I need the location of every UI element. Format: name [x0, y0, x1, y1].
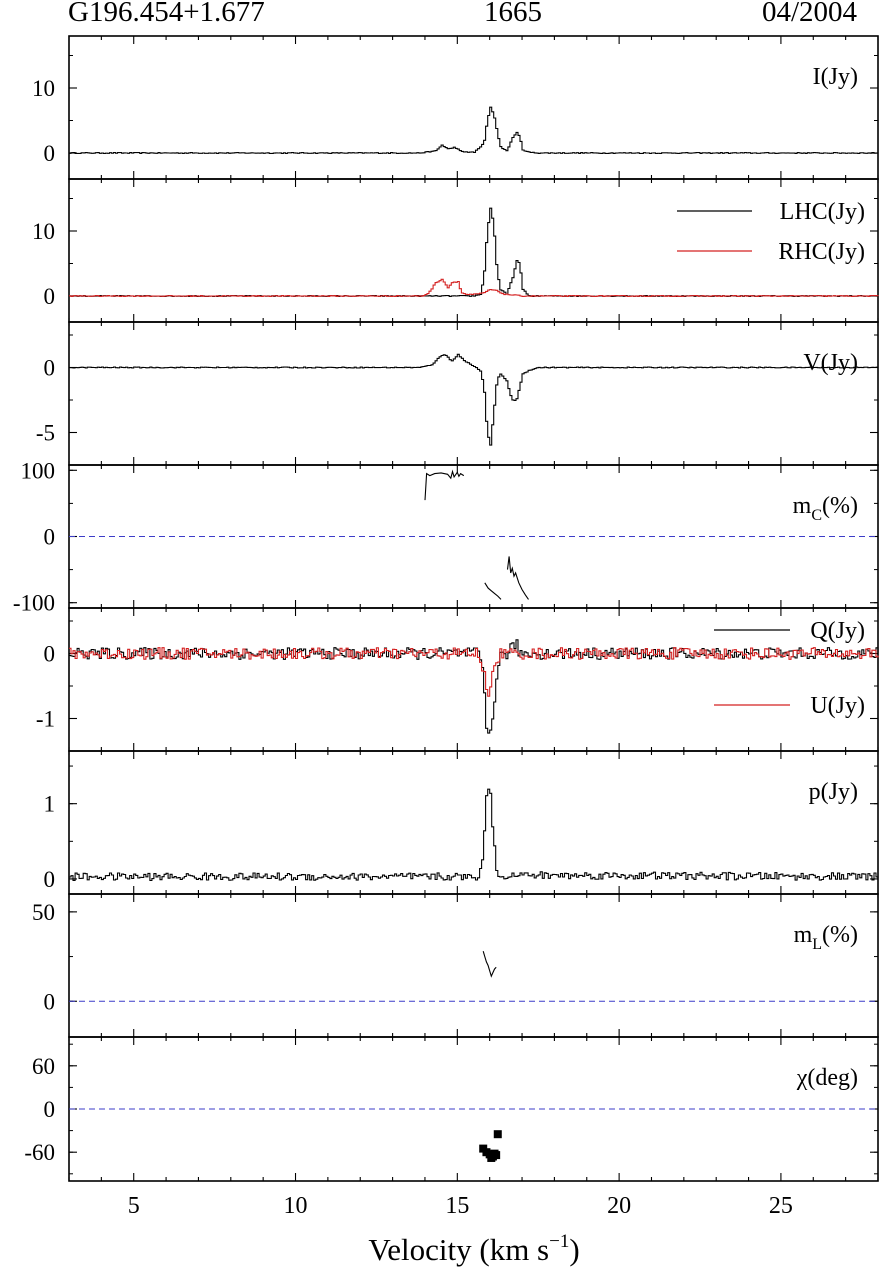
panel-label-I: I(Jy): [813, 64, 858, 90]
y-tick-label: 50: [32, 900, 55, 925]
panel-label-p: p(Jy): [809, 779, 858, 805]
frequency-label: 1665: [484, 0, 542, 28]
x-axis-label: Velocity (km s−1): [368, 1231, 579, 1267]
panel-frame-p: [68, 750, 879, 895]
y-tick-label: 0: [44, 356, 56, 381]
y-tick-label: 100: [21, 458, 56, 483]
y-tick-label: -100: [13, 591, 55, 616]
legend-label: RHC(Jy): [778, 239, 865, 265]
x-tick-label: 20: [607, 1193, 631, 1219]
y-tick-label: -1: [36, 707, 55, 732]
series-I-0: [69, 106, 879, 154]
observation-date: 04/2004: [761, 0, 857, 28]
panel-label-mc: mC(%): [793, 493, 858, 524]
y-tick-label: 0: [44, 284, 56, 309]
panel-frame-V: [68, 321, 879, 466]
y-tick-label: 0: [44, 141, 56, 166]
x-tick-label: 25: [769, 1193, 793, 1219]
y-tick-label: 0: [44, 1097, 56, 1122]
panel-frame-I: [68, 35, 879, 180]
series-V-0: [69, 353, 879, 446]
series-mc-0: [424, 469, 465, 501]
source-name: G196.454+1.677: [68, 0, 265, 28]
series-mL-0: [482, 951, 497, 978]
y-tick-label: 0: [44, 867, 56, 892]
series-circ-1: [69, 278, 879, 297]
y-tick-label: -60: [24, 1140, 55, 1165]
data-point: [492, 1151, 501, 1160]
panel-label-V: V(Jy): [803, 350, 858, 376]
y-tick-label: 10: [32, 76, 55, 101]
panel-label-chi: χ(deg): [796, 1065, 858, 1091]
series-p-0: [69, 788, 879, 882]
x-tick-label: 15: [445, 1193, 469, 1219]
x-tick-label: 5: [128, 1193, 140, 1219]
y-tick-label: 0: [44, 642, 56, 667]
legend-label: Q(Jy): [810, 618, 865, 644]
y-tick-label: 10: [32, 219, 55, 244]
series-QU-1: [69, 647, 879, 697]
panel-frame-mL: [68, 893, 879, 1038]
legend-label: U(Jy): [810, 693, 865, 719]
panel-label-mL: mL(%): [794, 922, 858, 953]
y-tick-label: -5: [36, 421, 55, 446]
series-mc-1: [484, 582, 502, 600]
legend-label: LHC(Jy): [780, 199, 865, 225]
series-mc-2: [506, 556, 529, 600]
figure-header: G196.454+1.677 1665 04/2004: [0, 0, 881, 36]
y-tick-label: 1: [44, 792, 56, 817]
y-tick-label: 0: [44, 989, 56, 1014]
y-tick-label: 60: [32, 1054, 55, 1079]
data-point: [493, 1130, 502, 1139]
y-tick-label: 0: [44, 525, 56, 550]
x-tick-label: 10: [284, 1193, 308, 1219]
panel-frame-circ: [68, 178, 879, 323]
series-circ-0: [69, 207, 879, 297]
